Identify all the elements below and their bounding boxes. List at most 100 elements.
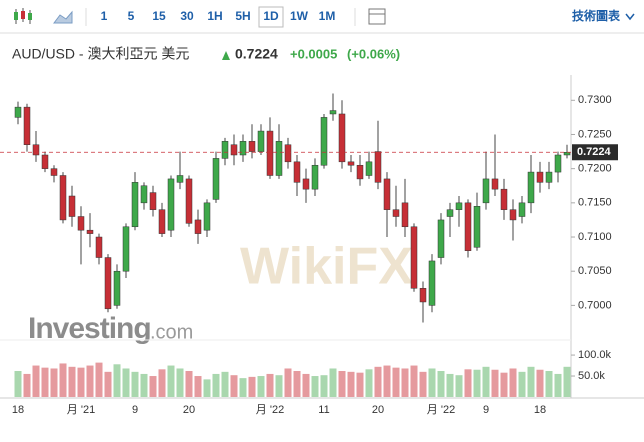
candle-body <box>284 144 292 163</box>
interval-button[interactable]: 1W <box>290 9 309 23</box>
volume-bar <box>212 373 220 397</box>
volume-bar <box>509 368 517 397</box>
chart-title: AUD/USD - 澳大利亞元 美元 <box>12 46 189 62</box>
candle-body <box>356 164 364 180</box>
volume-bar <box>329 368 337 397</box>
candle-body <box>68 195 76 217</box>
volume-bar <box>455 375 463 397</box>
volume-bar <box>185 371 193 397</box>
volume-bar <box>131 371 139 397</box>
candle-body <box>365 161 373 176</box>
interval-button[interactable]: 1M <box>319 9 336 23</box>
x-tick-label: 18 <box>12 404 24 416</box>
volume-bar <box>419 371 427 397</box>
candle-body <box>167 178 175 231</box>
volume-bar <box>194 376 202 397</box>
candle-body <box>419 288 427 303</box>
table-icon[interactable] <box>368 8 386 25</box>
y-tick-label: 0.7200 <box>578 163 612 175</box>
volume-bar <box>383 365 391 397</box>
candle-body <box>149 192 157 210</box>
volume-bar <box>410 365 418 397</box>
y-tick-label: 0.7050 <box>578 265 612 277</box>
area-icon[interactable] <box>53 10 73 24</box>
candle-body <box>302 178 310 190</box>
x-tick-label: 9 <box>483 404 489 416</box>
volume-bar <box>14 371 22 397</box>
volume-bar <box>320 375 328 397</box>
candle-body <box>383 178 391 210</box>
candle-body <box>410 226 418 289</box>
volume-bar <box>122 368 130 397</box>
volume-bar <box>482 366 490 397</box>
candle-body <box>185 178 193 224</box>
candle-body <box>509 209 517 221</box>
candle-body <box>176 175 184 183</box>
candle-body <box>374 151 382 183</box>
volume-bar <box>149 376 157 397</box>
volume-bar <box>68 366 76 397</box>
volume-bar <box>365 369 373 397</box>
candle-body <box>320 117 328 166</box>
candle-icon[interactable] <box>14 8 32 24</box>
x-tick-label: 18 <box>534 404 546 416</box>
last-price: 0.7224 <box>235 46 278 62</box>
volume-bar <box>347 371 355 397</box>
volume-bar <box>266 373 274 397</box>
candle-body <box>212 158 220 200</box>
brand-watermark: Investing <box>28 312 151 345</box>
candle-body <box>140 185 148 204</box>
volume-bar <box>221 371 229 397</box>
volume-bar <box>275 375 283 397</box>
candle-body <box>311 164 319 190</box>
candle-body <box>464 202 472 251</box>
candle-body <box>95 236 103 258</box>
candle-body <box>77 216 85 231</box>
y-tick-label: 0.7000 <box>578 299 612 311</box>
candle-body <box>221 141 229 159</box>
interval-button[interactable]: 5H <box>235 9 250 23</box>
volume-bar <box>374 366 382 397</box>
candle-body <box>437 219 445 258</box>
candle-body <box>131 182 139 228</box>
volume-bar <box>518 371 526 397</box>
candle-body <box>482 178 490 204</box>
candle-body <box>491 178 499 190</box>
candle-body <box>401 202 409 228</box>
volume-bar <box>59 363 67 397</box>
x-tick-label: 20 <box>372 404 384 416</box>
candle-body <box>257 130 265 152</box>
volume-bar <box>401 368 409 397</box>
volume-bar <box>437 371 445 397</box>
interval-button[interactable]: 1H <box>207 9 222 23</box>
candle-body <box>500 188 508 210</box>
candle-body <box>554 154 562 173</box>
brand-watermark-suffix: .com <box>150 321 193 343</box>
interval-button[interactable]: 1 <box>101 9 108 23</box>
interval-button[interactable]: 30 <box>180 9 194 23</box>
volume-bar <box>167 365 175 397</box>
interval-button[interactable]: 15 <box>152 9 166 23</box>
interval-button[interactable]: 1D <box>263 9 279 23</box>
candle-body <box>266 130 274 176</box>
volume-bar <box>104 371 112 397</box>
tools-link[interactable]: 技術圖表 <box>572 8 621 23</box>
last-price-box <box>572 144 618 161</box>
volume-bar <box>77 367 85 397</box>
volume-bar <box>338 371 346 397</box>
interval-button[interactable]: 5 <box>128 9 135 23</box>
candle-body <box>239 141 247 156</box>
volume-tick-label: 100.0k <box>578 349 612 361</box>
dropdown-caret[interactable] <box>625 13 635 21</box>
volume-bar <box>302 373 310 397</box>
volume-bar <box>536 369 544 397</box>
partner-watermark: WikiFX <box>240 238 413 296</box>
volume-bar <box>545 371 553 397</box>
candle-body <box>59 175 67 221</box>
volume-bar <box>554 373 562 397</box>
volume-bar <box>176 368 184 397</box>
volume-bar <box>284 368 292 397</box>
